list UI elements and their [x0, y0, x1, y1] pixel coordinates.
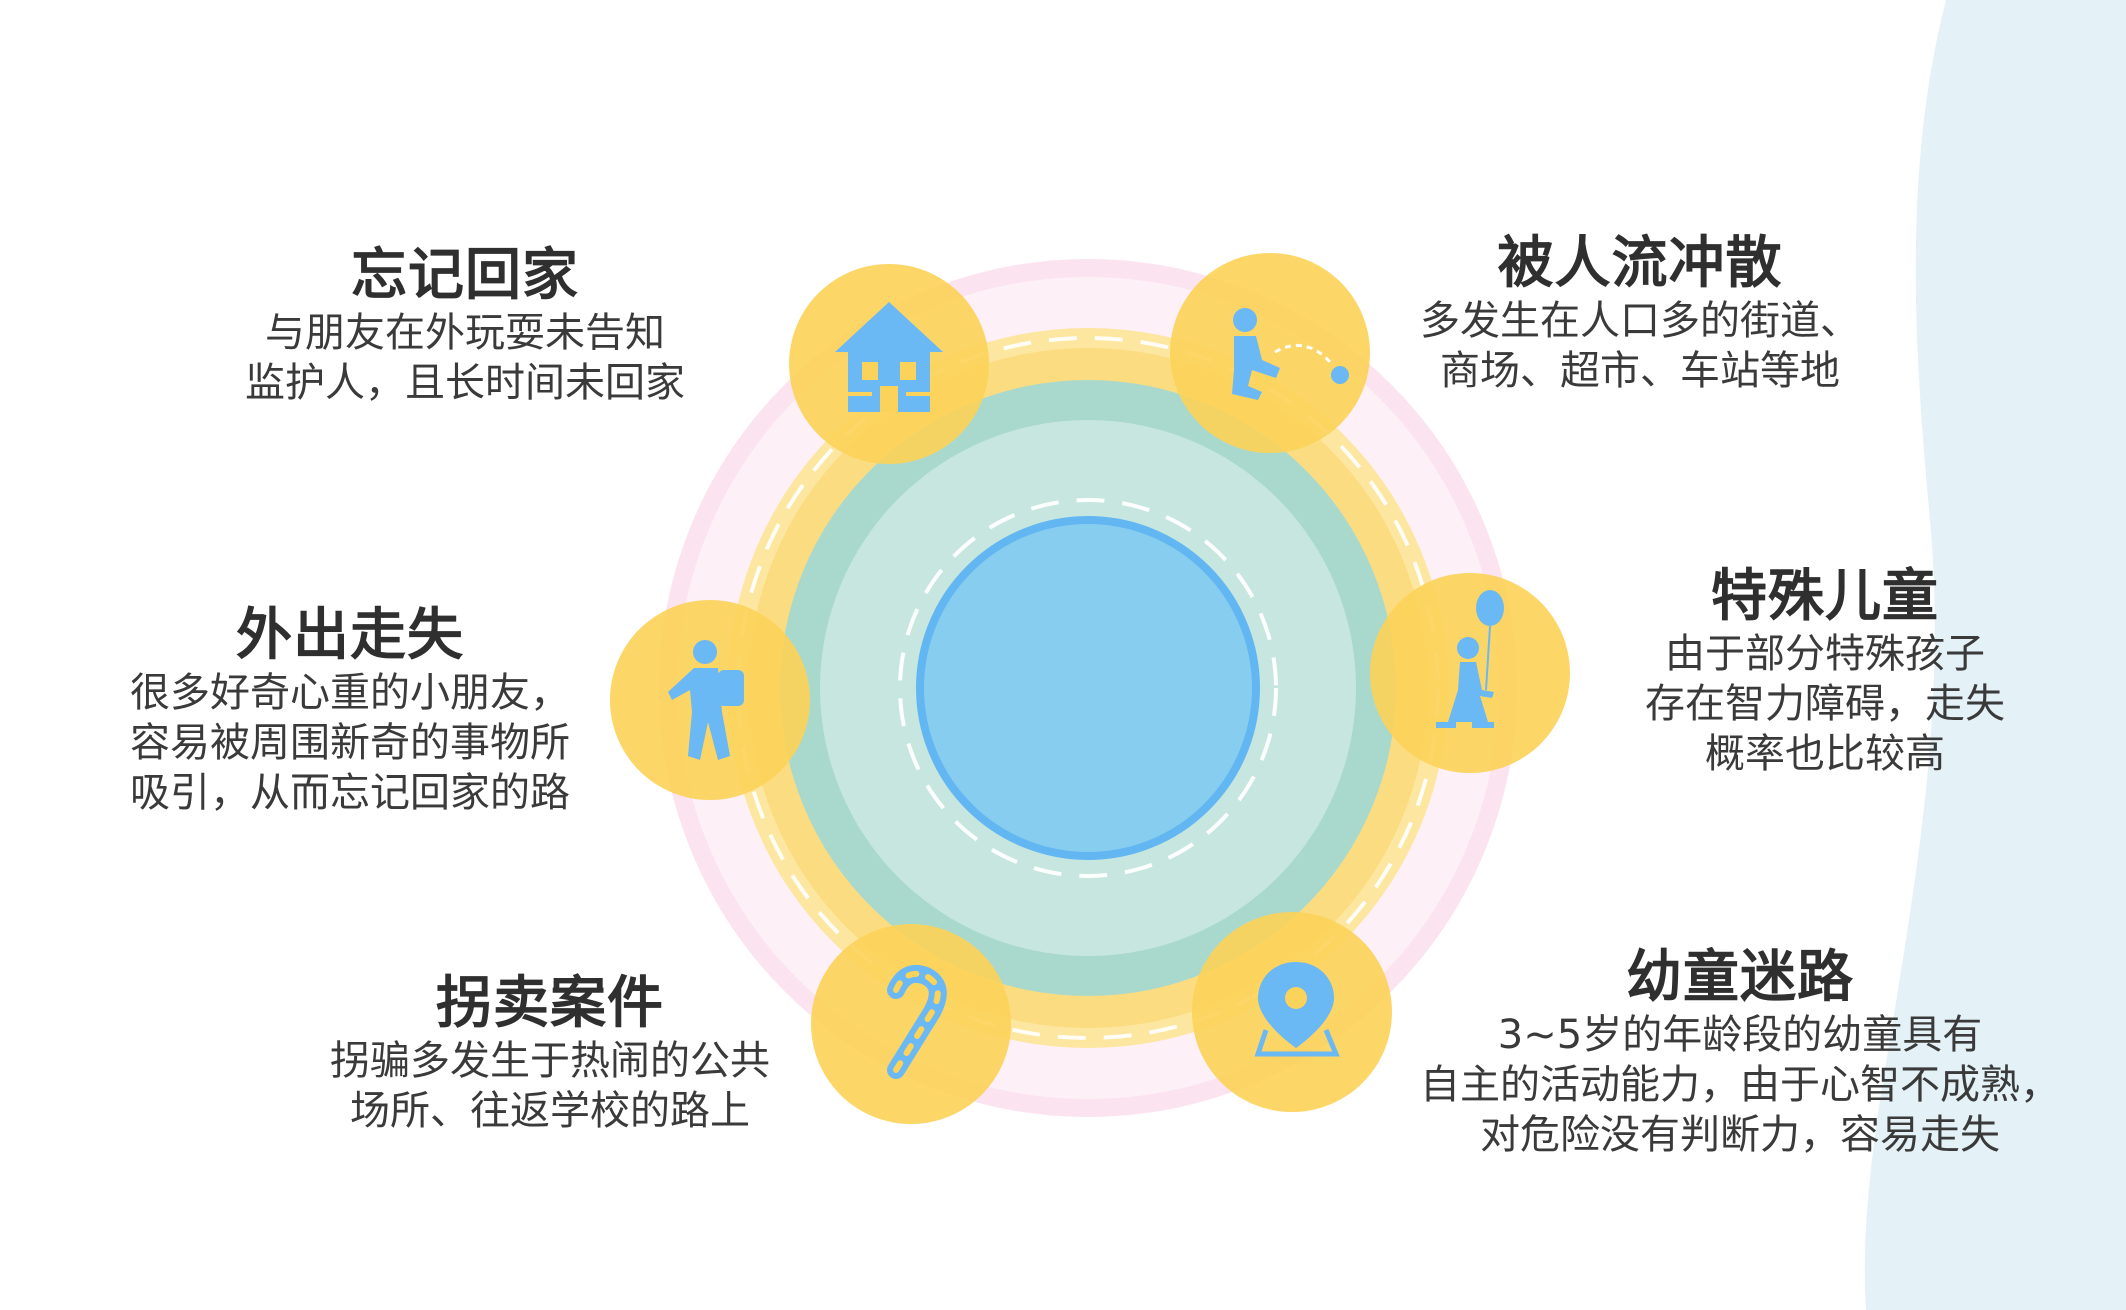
item-desc-line: 多发生在人口多的街道、: [1420, 298, 1860, 344]
item-crowd-scatter: 被人流冲散 多发生在人口多的街道、 商场、超市、车站等地: [1370, 232, 1910, 396]
item-desc-line: 监护人，且长时间未回家: [245, 360, 685, 406]
item-title: 幼童迷路: [1626, 945, 1854, 1010]
item-desc-line: 拐骗多发生于热闹的公共: [330, 1038, 770, 1084]
item-title: 被人流冲散: [1497, 231, 1783, 296]
child-ball-icon: [1232, 308, 1349, 400]
item-description: 3~5岁的年龄段的幼童具有 自主的活动能力，由于心智不成熟， 对危险没有判断力，…: [1370, 1010, 2110, 1160]
item-desc-line: 商场、超市、车站等地: [1440, 348, 1840, 394]
item-desc-line: 对危险没有判断力，容易走失: [1480, 1112, 2000, 1158]
item-desc-line: 与朋友在外玩耍未告知: [265, 310, 665, 356]
item-description: 拐骗多发生于热闹的公共 场所、往返学校的路上: [280, 1036, 820, 1136]
item-desc-line: 场所、往返学校的路上: [350, 1088, 750, 1134]
item-title: 特殊儿童: [1711, 564, 1939, 629]
item-desc-line: 容易被周围新奇的事物所: [130, 720, 570, 766]
item-description: 由于部分特殊孩子 存在智力障碍，走失 概率也比较高: [1570, 629, 2080, 779]
item-desc-line: 概率也比较高: [1705, 731, 1945, 777]
candy-cane-icon: [887, 964, 947, 1079]
item-desc-line: 存在智力障碍，走失: [1645, 681, 2005, 727]
house-icon: [835, 302, 943, 412]
girl-balloon-icon: [1436, 590, 1504, 728]
core-circle: [916, 516, 1260, 860]
location-pin-icon: [1254, 962, 1340, 1057]
item-desc-line: 吸引，从而忘记回家的路: [130, 770, 570, 816]
item-desc-line: 3~5岁的年龄段的幼童具有: [1497, 1012, 1983, 1058]
item-desc-line: 由于部分特殊孩子: [1665, 631, 1985, 677]
item-desc-line: 自主的活动能力，由于心智不成熟，: [1420, 1062, 2060, 1108]
item-title: 拐卖案件: [436, 971, 664, 1036]
walking-child-icon: [668, 640, 744, 760]
item-special-children: 特殊儿童 由于部分特殊孩子 存在智力障碍，走失 概率也比较高: [1570, 565, 2080, 779]
bubble-trafficking: [811, 924, 1011, 1124]
item-forget-home: 忘记回家 与朋友在外玩耍未告知 监护人，且长时间未回家: [195, 244, 735, 408]
bubble-crowd-scatter: [1170, 253, 1370, 453]
item-wander-out: 外出走失 很多好奇心重的小朋友， 容易被周围新奇的事物所 吸引，从而忘记回家的路: [80, 604, 620, 818]
item-description: 多发生在人口多的街道、 商场、超市、车站等地: [1370, 296, 1910, 396]
item-title: 忘记回家: [351, 243, 579, 308]
item-desc-line: 很多好奇心重的小朋友，: [130, 670, 570, 716]
item-description: 与朋友在外玩耍未告知 监护人，且长时间未回家: [195, 308, 735, 408]
item-title: 外出走失: [236, 603, 464, 668]
item-trafficking: 拐卖案件 拐骗多发生于热闹的公共 场所、往返学校的路上: [280, 972, 820, 1136]
item-toddler-lost: 幼童迷路 3~5岁的年龄段的幼童具有 自主的活动能力，由于心智不成熟， 对危险没…: [1370, 946, 2110, 1160]
item-description: 很多好奇心重的小朋友， 容易被周围新奇的事物所 吸引，从而忘记回家的路: [80, 668, 620, 818]
